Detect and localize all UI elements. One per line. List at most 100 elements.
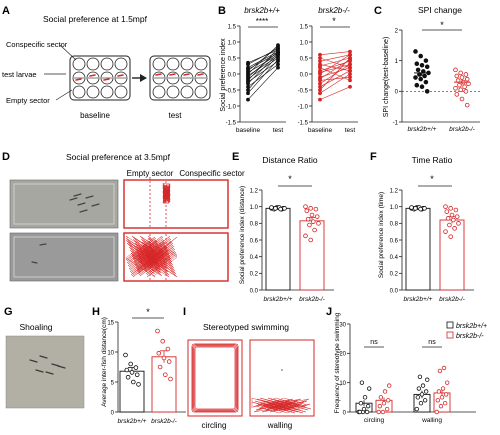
- x-tick-label: brsk2b+/+: [118, 418, 147, 425]
- well: [180, 85, 194, 99]
- data-point: [422, 206, 427, 211]
- y-tick-label: 0.6: [390, 238, 399, 244]
- y-tick-label: 10: [339, 381, 346, 387]
- ns-label: ns: [370, 339, 378, 346]
- data-point: [452, 226, 457, 231]
- data-point: [459, 75, 465, 80]
- x-tick-label: baseline: [308, 127, 333, 134]
- tank-photo: [9, 179, 119, 229]
- pair-line: [247, 48, 279, 81]
- data-point: [314, 214, 320, 219]
- tracking-arena: [123, 179, 229, 229]
- fish-shape: [91, 203, 100, 207]
- well: [114, 85, 128, 99]
- legend-label-wt: brsk2b+/+: [456, 323, 487, 330]
- data-point: [125, 374, 131, 380]
- y-tick-label: 5: [111, 380, 115, 386]
- data-point: [439, 395, 445, 400]
- pair-line: [247, 59, 279, 94]
- y-tick-label: 1.0: [390, 205, 399, 211]
- plate-outline: [69, 55, 131, 101]
- data-point: [155, 328, 160, 334]
- panel-c-title: SPI change: [418, 5, 462, 15]
- data-point: [425, 377, 430, 382]
- swim-track: [194, 346, 236, 410]
- pair-point: [318, 52, 322, 57]
- y-tick-label: 1.2: [250, 188, 259, 194]
- data-point: [435, 398, 441, 403]
- pointer-line: [55, 89, 73, 101]
- data-point: [443, 204, 448, 209]
- significance-label: *: [440, 20, 444, 30]
- y-tick-label: 20: [339, 352, 346, 358]
- y-tick-label: 0.0: [300, 72, 309, 78]
- swim-track: [192, 344, 238, 412]
- data-point: [361, 406, 367, 412]
- pair-line: [319, 73, 351, 94]
- data-point: [419, 62, 425, 68]
- data-point: [282, 206, 287, 211]
- well: [100, 85, 114, 99]
- walling-caption: walling: [267, 421, 292, 430]
- pair-line: [247, 56, 279, 76]
- x-tick-label: brsk2b-/-: [439, 296, 465, 303]
- data-point: [420, 383, 426, 388]
- tracking-plots: [123, 177, 229, 282]
- data-point: [441, 365, 447, 371]
- data-point: [458, 70, 464, 76]
- y-tick-label: 0: [395, 90, 399, 96]
- x-tick-label: brsk2b+/+: [264, 296, 293, 303]
- well: [166, 85, 180, 99]
- data-point: [313, 206, 319, 212]
- data-point: [442, 401, 448, 406]
- data-point: [376, 409, 381, 415]
- y-tick-label: -1.5: [226, 120, 237, 126]
- larva-mark: [75, 78, 82, 81]
- fish-shape: [77, 202, 86, 206]
- panel-f-title: Time Ratio: [412, 155, 453, 165]
- fish-shape: [69, 197, 78, 201]
- well: [152, 85, 166, 99]
- data-point: [304, 208, 310, 214]
- pointer-line: [59, 44, 77, 61]
- data-point: [382, 389, 388, 394]
- pair-line: [319, 59, 351, 80]
- y-tick-label: 0.2: [390, 272, 399, 278]
- data-point: [129, 370, 135, 375]
- data-point: [156, 350, 162, 356]
- data-point: [457, 82, 462, 88]
- y-tick-label: 0.0: [250, 288, 259, 294]
- data-point: [418, 401, 424, 406]
- baseline-plate: [69, 55, 131, 101]
- panel-e-ylabel: Social preference index (distance): [239, 186, 246, 284]
- tank-photo: [9, 232, 119, 282]
- pair-point: [318, 97, 322, 102]
- x-tick-label: test: [345, 127, 356, 134]
- data-point: [445, 216, 451, 221]
- data-point: [423, 58, 429, 63]
- data-point: [134, 372, 140, 378]
- stereotypy-tracks: [187, 339, 315, 417]
- data-point: [423, 389, 429, 394]
- panel-d: D Social preference at 3.5mpf brsk2b+/+ …: [2, 151, 245, 282]
- data-point: [364, 409, 370, 415]
- y-tick-label: 1.0: [250, 205, 259, 211]
- y-tick-label: 0: [111, 410, 115, 416]
- y-tick-label: -1.0: [226, 104, 237, 110]
- larva-mark: [103, 78, 110, 81]
- x-tick-label: circling: [364, 417, 385, 424]
- data-point: [417, 374, 423, 379]
- fish-shape: [45, 371, 54, 375]
- pair-point: [318, 56, 322, 60]
- pair-point: [246, 88, 250, 92]
- data-point: [436, 389, 442, 394]
- ns-label: ns: [428, 339, 436, 346]
- data-point: [448, 234, 454, 239]
- data-point: [377, 403, 383, 409]
- data-point: [303, 204, 308, 209]
- bar: [119, 370, 145, 413]
- baseline-phase-label: baseline: [80, 111, 110, 120]
- y-tick-label: -1.5: [298, 120, 309, 126]
- fish-shape: [73, 193, 82, 197]
- data-point: [449, 212, 455, 218]
